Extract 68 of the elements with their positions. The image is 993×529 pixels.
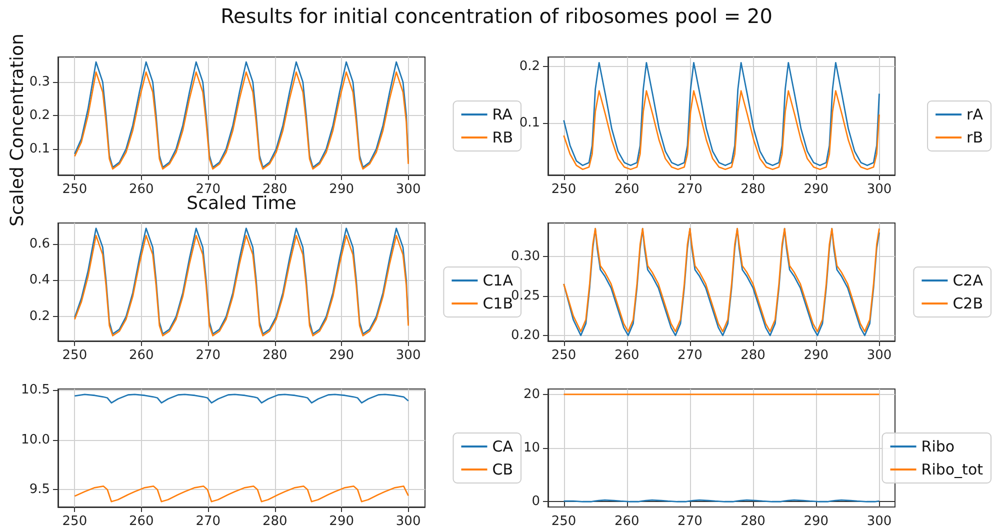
x-tick-label: 280 [262, 348, 288, 363]
legend-label: CB [492, 460, 513, 478]
y-tick-label: 0.2 [29, 309, 50, 324]
y-tick-label: 0.4 [29, 272, 50, 288]
x-tick-label: 260 [128, 348, 154, 363]
x-tick-label: 270 [678, 182, 702, 197]
x-tick-label: 250 [551, 514, 576, 529]
x-tick-label: 290 [329, 182, 354, 197]
y-tick-label: 0.1 [29, 141, 50, 156]
x-tick-label: 300 [396, 514, 421, 529]
text: Results for initial concentration of ribosomes pool = 20 [220, 4, 774, 28]
y-tick-label: 10.0 [21, 432, 50, 448]
y-tick-label: 0.2 [519, 59, 540, 74]
line-series [74, 485, 410, 502]
legend-label: RB [492, 128, 514, 146]
y-tick-label: 0.2 [29, 108, 50, 123]
x-tick-label: 250 [551, 182, 576, 197]
y-tick-label: 10.5 [21, 382, 50, 398]
x-tick-label: 290 [804, 348, 829, 363]
x-tick-label: 260 [614, 348, 640, 363]
x-tick-label: 260 [128, 182, 154, 197]
x-tick-label: 250 [62, 182, 88, 197]
x-tick-label: 290 [329, 514, 354, 529]
x-tick-label: 300 [866, 348, 892, 363]
legend-label: rA [966, 106, 984, 124]
x-tick-label: 280 [262, 514, 288, 529]
y-tick-label: 0.3 [29, 74, 50, 90]
y-tick-label: 10 [523, 440, 540, 456]
legend-label: C2A [952, 272, 984, 290]
x-tick-label: 280 [740, 514, 766, 529]
legend-label: RA [492, 106, 514, 124]
x-tick-label: 290 [329, 348, 354, 363]
x-tick-label: 270 [678, 514, 702, 529]
y-tick-label: 0.20 [511, 328, 540, 343]
x-tick-label: 250 [62, 514, 88, 529]
y-tick-label: 0.1 [519, 116, 540, 131]
x-tick-label: 270 [678, 348, 702, 363]
legend-label: CA [492, 438, 514, 456]
legend-label: C2B [952, 294, 984, 312]
x-tick-label: 300 [396, 182, 421, 197]
line-series [74, 394, 410, 404]
x-tick-label: 290 [804, 182, 829, 197]
x-tick-label: 270 [196, 348, 221, 363]
x-tick-label: 280 [740, 182, 766, 197]
x-tick-label: 260 [128, 514, 154, 529]
legend-label: Ribo_tot [921, 460, 984, 478]
legend-label: C1A [482, 272, 514, 290]
y-tick-label: 0 [532, 494, 540, 510]
y-axis-title: Scaled Concentration [6, 32, 29, 228]
x-tick-label: 260 [614, 182, 640, 197]
legend-label: Ribo [921, 438, 955, 456]
x-tick-label: 300 [396, 348, 421, 363]
y-tick-label: 0.30 [511, 248, 540, 264]
y-tick-label: 0.25 [511, 288, 540, 304]
y-tick-label: 9.5 [29, 482, 50, 498]
x-tick-label: 260 [614, 514, 640, 529]
x-tick-label: 300 [866, 514, 892, 529]
x-tick-label: 250 [62, 348, 88, 363]
x-tick-label: 280 [740, 348, 766, 363]
line-series [563, 62, 880, 166]
y-tick-label: 20 [523, 386, 540, 402]
line-series [563, 90, 880, 170]
x-tick-label: 300 [866, 182, 892, 197]
y-tick-label: 0.6 [29, 236, 50, 252]
x-tick-label: 250 [551, 348, 576, 363]
x-tick-label: 270 [196, 514, 221, 529]
legend-label: rB [966, 128, 984, 146]
x-tick-label: 290 [804, 514, 829, 529]
